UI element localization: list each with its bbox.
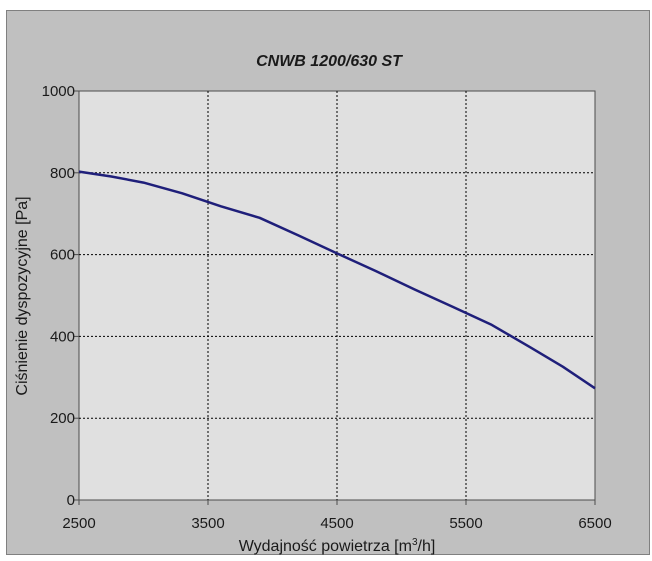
x-tick-label: 2500	[62, 515, 95, 532]
x-tick-label: 4500	[320, 515, 353, 532]
tick-labels: 2500 3500 4500 5500 6500 0 200 400 600 800 1000	[42, 83, 612, 532]
chart-title: CNWB 1200/630 ST	[256, 53, 403, 70]
y-tick-label: 1000	[42, 83, 75, 100]
pressure-flow-chart: CNWB 1200/630 ST 2500 3500 4500 5500 6500 0 20…	[14, 53, 612, 555]
chart-frame: CNWB 1200/630 ST 2500 3500 4500 5500 6500 0 20…	[6, 10, 650, 555]
x-tick-label: 3500	[191, 515, 224, 532]
y-tick-label: 200	[50, 410, 75, 427]
x-tick-label: 5500	[449, 515, 482, 532]
y-axis-title: Ciśnienie dyspozycyjne [Pa]	[14, 196, 31, 395]
y-tick-label: 600	[50, 247, 75, 264]
y-tick-label: 0	[67, 492, 75, 509]
x-axis-title: Wydajność powietrza [m3/h]	[239, 537, 436, 555]
series-layer	[78, 170, 596, 390]
y-tick-label: 400	[50, 328, 75, 345]
y-tick-label: 800	[50, 165, 75, 182]
x-tick-label: 6500	[578, 515, 611, 532]
series-line	[78, 170, 596, 390]
